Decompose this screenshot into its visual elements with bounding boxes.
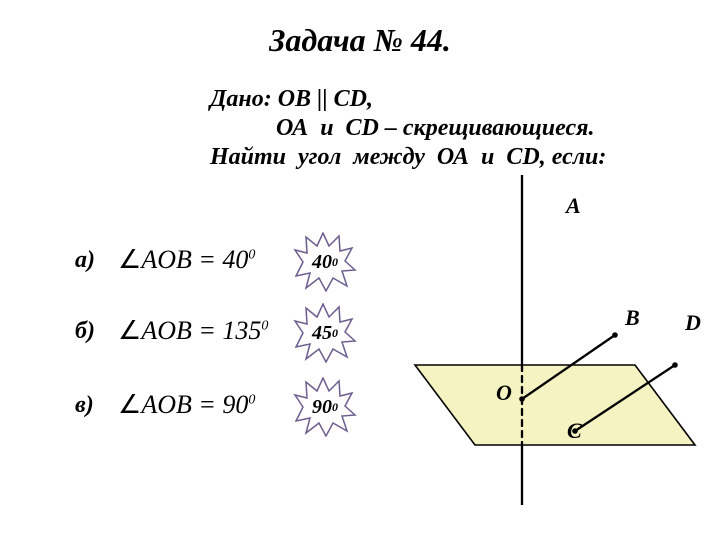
- label-D: D: [685, 310, 701, 336]
- case-formula-0: ∠AOB = 400: [118, 245, 255, 275]
- problem-title: Задача № 44.: [0, 22, 720, 59]
- label-O: О: [496, 380, 512, 406]
- answer-text-0: 400: [280, 232, 370, 292]
- geometry-diagram: А В D О С: [400, 175, 710, 505]
- answer-text-2: 900: [280, 377, 370, 437]
- answer-starburst-1: 450: [280, 303, 370, 363]
- diagram-svg: [400, 175, 710, 505]
- given-line3: Найти угол между ОА и СD, если:: [210, 144, 606, 170]
- label-B: В: [625, 305, 640, 331]
- case-formula-2: ∠AOB = 900: [118, 390, 255, 420]
- point-O-dot: [519, 396, 525, 402]
- given-block: Дано: ОВ || СD, ОА и CD – скрещивающиеся…: [210, 85, 606, 171]
- point-B-dot: [612, 332, 618, 338]
- case-label-0: а): [75, 247, 95, 274]
- answer-starburst-2: 900: [280, 377, 370, 437]
- case-label-1: б): [75, 318, 95, 345]
- given-line1: Дано: ОВ || СD,: [210, 86, 373, 112]
- case-formula-1: ∠AOB = 1350: [118, 316, 268, 346]
- answer-text-1: 450: [280, 303, 370, 363]
- given-line2: ОА и CD – скрещивающиеся.: [210, 115, 594, 141]
- label-A: А: [566, 193, 581, 219]
- answer-starburst-0: 400: [280, 232, 370, 292]
- label-C: С: [567, 418, 582, 444]
- point-D-dot: [672, 362, 678, 368]
- case-label-2: в): [75, 392, 94, 419]
